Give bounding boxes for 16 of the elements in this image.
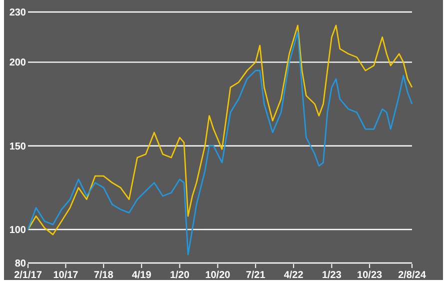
- x-tick-label: 10/17: [53, 270, 79, 281]
- x-tick-label: 2/1/17: [14, 270, 42, 281]
- y-tick-label: 150: [9, 141, 26, 152]
- x-tick-label: 2/8/24: [398, 270, 426, 281]
- x-tick-label: 7/18: [94, 270, 114, 281]
- x-tick-label: 4/22: [284, 270, 304, 281]
- x-tick-label: 1/20: [170, 270, 190, 281]
- x-tick-label: 7/21: [246, 270, 266, 281]
- x-tick-label: 10/23: [357, 270, 383, 281]
- x-tick-label: 4/19: [132, 270, 152, 281]
- x-tick-label: 1/23: [322, 270, 342, 281]
- y-tick-label: 200: [9, 58, 26, 69]
- y-tick-label: 80: [14, 258, 26, 270]
- y-tick-label: 100: [9, 225, 26, 236]
- x-tick-label: 10/20: [205, 270, 231, 281]
- y-tick-label: 230: [9, 8, 26, 18]
